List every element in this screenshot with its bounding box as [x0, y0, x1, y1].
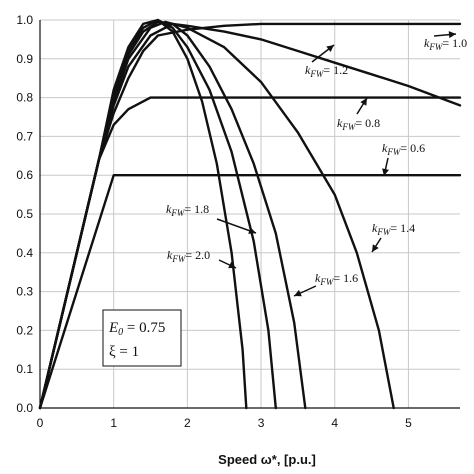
y-tick-labels: 0.0 0.1 0.2 0.3 0.4 0.5 0.6 0.7 0.8 0.9 1.0 [16, 13, 33, 415]
annotation-label: kFW= 0.6 [382, 141, 425, 157]
annotation-label-base: k [166, 202, 172, 216]
annotation-arrowhead [228, 261, 236, 269]
annotation-arrowhead [326, 45, 334, 53]
annotation-label-value: = 2.0 [185, 248, 210, 262]
param-xi-label: ξ = 1 [109, 344, 139, 360]
annotation-arrowhead [372, 244, 379, 252]
annotation-label-sub: FW [171, 254, 186, 264]
annotation-label-sub: FW [309, 69, 324, 79]
axes [39, 20, 460, 409]
param-e0-value: = 0.75 [123, 320, 165, 336]
x-tick-label: 5 [405, 416, 412, 430]
annotation-label: kFW= 0.8 [337, 116, 380, 132]
annotation-label: kFW= 1.8 [166, 202, 209, 218]
param-e0-sub: 0 [118, 327, 123, 338]
annotation-label-sub: FW [386, 147, 401, 157]
x-tick-label: 2 [184, 416, 191, 430]
x-tick-label: 0 [37, 416, 44, 430]
series-line-12 [38, 22, 462, 410]
y-tick-label: 0.6 [16, 168, 33, 182]
annotation-label: kFW= 1.4 [372, 221, 415, 237]
annotation-arrowhead [294, 289, 302, 297]
annotation-label-base: k [337, 116, 343, 130]
annotation-label-base: k [315, 271, 321, 285]
y-tick-label: 0.7 [16, 129, 33, 143]
annotation-arrowhead [448, 31, 456, 39]
annotation-arrowhead [248, 227, 256, 234]
annotation-label-base: k [305, 63, 311, 77]
annotation-label-base: k [372, 221, 378, 235]
y-tick-label: 0.8 [16, 91, 33, 105]
annotation-label-value: = 0.6 [400, 141, 425, 155]
series-line-10 [38, 22, 462, 410]
annotation-label: kFW= 2.0 [167, 248, 210, 264]
y-tick-label: 1.0 [16, 13, 33, 27]
annotation-label-value: = 1.0 [442, 36, 467, 50]
x-tick-labels: 0 1 2 3 4 5 [37, 416, 412, 430]
param-e0-label: E0 = 0.75 [108, 320, 165, 338]
annotation-label-value: = 1.6 [333, 271, 358, 285]
annotation-label-value: = 1.4 [390, 221, 415, 235]
series-line-20 [38, 18, 248, 410]
annotation-label-sub: FW [341, 122, 356, 132]
annotation-arrowhead [360, 98, 367, 106]
parameter-box-frame [102, 309, 182, 367]
y-tick-label: 0.0 [16, 401, 33, 415]
annotation-label-sub: FW [376, 227, 391, 237]
y-tick-label: 0.9 [16, 52, 33, 66]
x-tick-label: 1 [110, 416, 117, 430]
annotation-label: kFW= 1.0 [424, 36, 467, 52]
annotation-label-value: = 1.2 [323, 63, 348, 77]
annotation-label-base: k [167, 248, 173, 262]
y-tick-label: 0.2 [16, 323, 33, 337]
y-tick-label: 0.1 [16, 362, 33, 376]
annotation-label-base: k [424, 36, 430, 50]
annotation-label: kFW= 1.6 [315, 271, 358, 287]
series-lines [38, 18, 462, 410]
series-line-16 [38, 20, 307, 410]
param-e0-base: E [108, 320, 118, 336]
annotation-label-sub: FW [170, 208, 185, 218]
annotation-arrowhead [382, 168, 389, 176]
parameter-box: E0 = 0.75 ξ = 1 [102, 309, 182, 367]
series-line-06 [38, 174, 462, 410]
y-tick-label: 0.3 [16, 285, 33, 299]
annotation-label: kFW= 1.2 [305, 63, 348, 79]
y-tick-label: 0.4 [16, 246, 33, 260]
y-tick-label: 0.5 [16, 207, 33, 221]
annotation-label-sub: FW [319, 277, 334, 287]
annotation-label-sub: FW [428, 42, 443, 52]
x-axis-label: Speed ω*, [p.u.] [218, 452, 316, 467]
x-tick-label: 4 [331, 416, 338, 430]
annotation-label-base: k [382, 141, 388, 155]
annotation-label-value: = 0.8 [355, 116, 380, 130]
series-line-14 [38, 20, 395, 410]
x-tick-label: 3 [258, 416, 265, 430]
annotation-label-value: = 1.8 [184, 202, 209, 216]
